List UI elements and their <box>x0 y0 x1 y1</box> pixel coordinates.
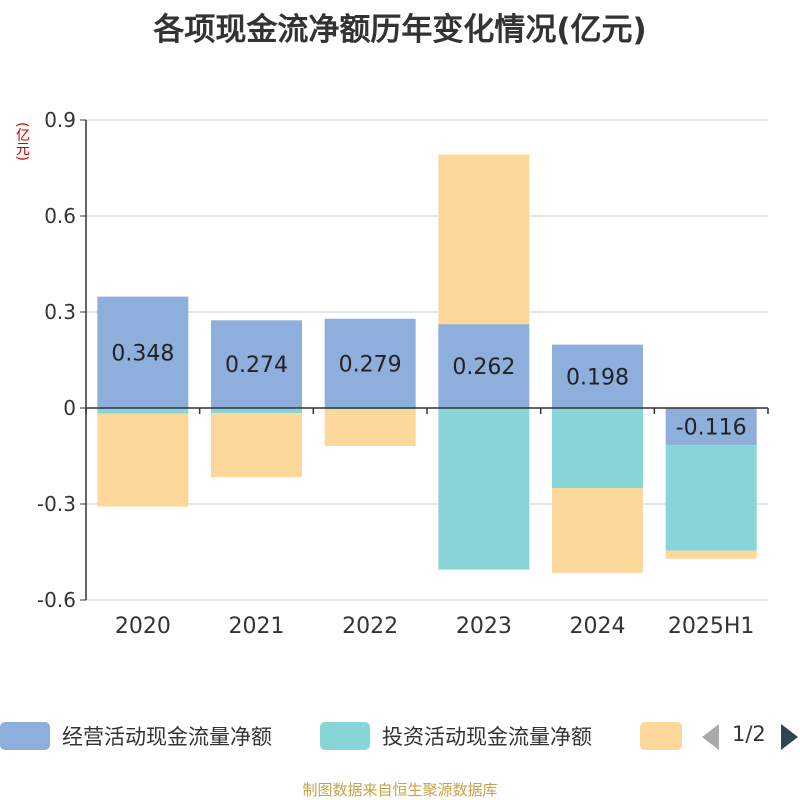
data-label-2022: 0.279 <box>339 352 402 377</box>
bar-s2-2025H1 <box>665 550 757 559</box>
bar-s1-2023 <box>438 408 530 570</box>
bar-s1-2025H1 <box>665 445 757 551</box>
grid-lines <box>86 119 768 601</box>
legend-item-operating[interactable]: 经营活动现金流量净额 <box>0 716 272 756</box>
bar-marks <box>97 154 757 573</box>
bar-s1-2024 <box>552 408 643 488</box>
bar-s2-2021 <box>211 413 302 478</box>
chart-title: 各项现金流净额历年变化情况(亿元) <box>153 12 647 48</box>
x-tick-label: 2024 <box>570 614 626 639</box>
bar-s0-2021 <box>211 320 302 408</box>
legend-item-third[interactable] <box>640 716 694 756</box>
bar-s1-2020 <box>97 408 189 414</box>
y-tick-label: 0.9 <box>44 108 76 132</box>
legend-next-page-icon[interactable] <box>781 724 798 750</box>
legend-pager: 1/2 <box>700 720 800 752</box>
bar-s2-2023 <box>438 154 530 325</box>
legend-page-indicator: 1/2 <box>732 722 766 746</box>
bar-s2-2020 <box>97 413 189 507</box>
bar-s2-2024 <box>552 488 643 573</box>
bar-s0-2022 <box>324 318 416 408</box>
legend-swatch-third <box>640 722 682 750</box>
data-label-2020: 0.348 <box>111 341 174 366</box>
data-label-2023: 0.262 <box>452 355 515 380</box>
data-labels: 0.348 0.274 0.279 0.262 0.198 -0.116 <box>111 341 746 440</box>
source-footer: 制图数据来自恒生聚源数据库 <box>302 781 498 799</box>
legend-prev-page-icon[interactable] <box>702 724 719 750</box>
axes: 0.9 0.6 0.3 0 -0.3 -0.6 2020 2021 2022 2023 2024 20… <box>37 108 769 639</box>
bar-s0-2020 <box>97 296 189 408</box>
data-label-2021: 0.274 <box>225 353 288 378</box>
bar-s0-2024 <box>552 344 643 408</box>
x-tick-label: 2022 <box>342 614 398 639</box>
data-label-2024: 0.198 <box>566 365 629 390</box>
bar-s0-2025H1 <box>665 408 757 446</box>
legend: 经营活动现金流量净额 投资活动现金流量净额 1/2 <box>0 716 800 756</box>
legend-swatch-investing <box>320 722 370 750</box>
data-label-2025H1: -0.116 <box>676 416 747 441</box>
x-tick-label: 2021 <box>229 614 285 639</box>
y-tick-label: 0.3 <box>44 300 76 324</box>
y-tick-label: 0 <box>63 396 76 420</box>
x-tick-label: 2023 <box>456 614 512 639</box>
x-tick-label: 2020 <box>115 614 171 639</box>
x-tick-label: 2025H1 <box>668 614 755 639</box>
bar-s1-2021 <box>211 408 302 414</box>
bar-s2-2022 <box>324 409 416 447</box>
y-tick-label: -0.6 <box>37 588 76 612</box>
legend-swatch-operating <box>0 722 50 750</box>
legend-label-investing: 投资活动现金流量净额 <box>382 725 592 749</box>
legend-item-investing[interactable]: 投资活动现金流量净额 <box>320 716 592 756</box>
legend-label-operating: 经营活动现金流量净额 <box>62 725 272 749</box>
y-axis-unit: (亿元) <box>14 122 30 161</box>
y-tick-label: -0.3 <box>37 492 76 516</box>
y-tick-label: 0.6 <box>44 204 76 228</box>
bar-s0-2023 <box>438 324 530 408</box>
